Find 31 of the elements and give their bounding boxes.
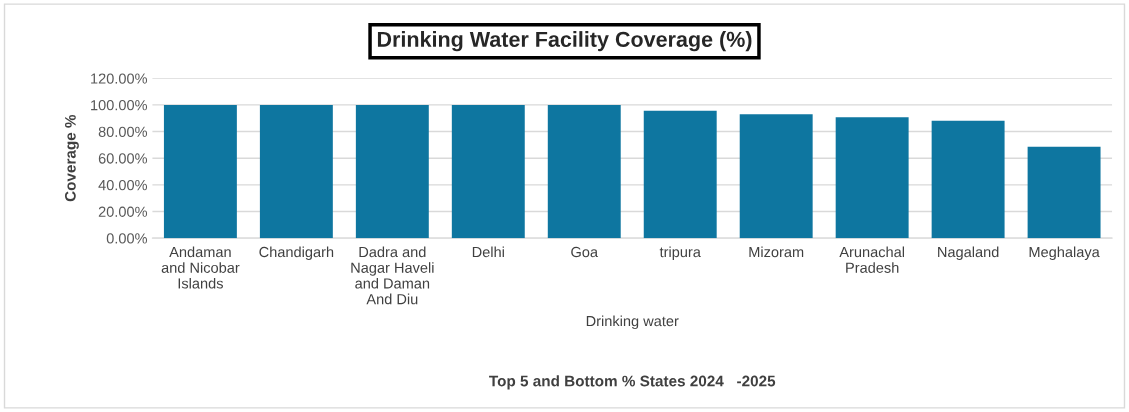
text: Top 5 and Bottom % States 2024 -2025: [489, 375, 776, 390]
bar: [835, 117, 909, 239]
x-tick-label: Dadra and Nagar Haveli and Daman And Diu: [351, 246, 434, 305]
y-tick-label: 100.00%: [91, 100, 148, 111]
y-tick-label: 120.00%: [91, 73, 148, 84]
bar: [931, 120, 1005, 239]
bar: [163, 104, 237, 239]
y-tick-label: 0.00%: [106, 233, 148, 244]
x-tick-label: Delhi: [472, 246, 504, 258]
y-axis-title: Coverage %: [64, 114, 79, 202]
x-tick-label: Chandigarh: [259, 246, 334, 261]
y-tick-label: 20.00%: [98, 206, 148, 217]
chart-title: Drinking Water Facility Coverage (%): [377, 31, 752, 52]
bar: [1027, 146, 1101, 239]
x-axis-title: Drinking water: [586, 315, 679, 330]
bar: [739, 114, 813, 239]
x-tick-label: Goa: [571, 246, 599, 258]
bar: [547, 104, 621, 239]
bar: [643, 110, 717, 239]
x-tick-label: tripura: [659, 246, 701, 261]
y-tick-label: 80.00%: [98, 126, 148, 137]
x-tick-label: Andaman and Nicobar Islands: [161, 246, 240, 289]
x-tick-label: Mizoram: [749, 246, 804, 258]
x-tick-label: Nagaland: [938, 246, 999, 261]
y-tick-label: 40.00%: [98, 179, 148, 191]
x-tick-label: Meghalaya: [1029, 246, 1100, 261]
bar: [259, 104, 333, 239]
bar: [451, 104, 525, 239]
x-tick-label: Arunachal Pradesh: [839, 246, 905, 273]
y-tick-label: 60.00%: [98, 153, 148, 164]
bar: [355, 104, 429, 239]
